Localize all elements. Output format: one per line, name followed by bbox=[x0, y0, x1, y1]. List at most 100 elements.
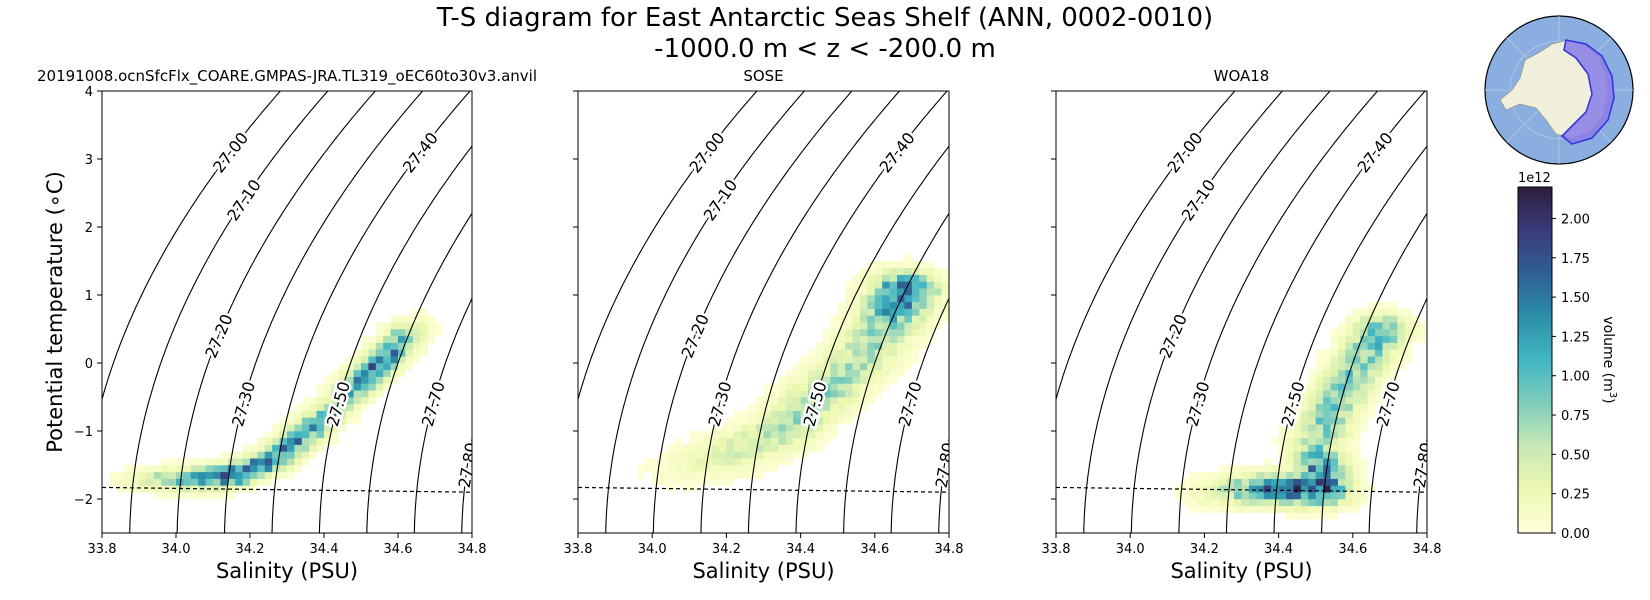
volume-cell bbox=[124, 471, 132, 479]
volume-cell bbox=[250, 444, 258, 452]
volume-cell bbox=[1271, 437, 1279, 445]
volume-cell bbox=[1375, 301, 1383, 309]
volume-cell bbox=[733, 437, 742, 445]
volume-cell bbox=[778, 397, 787, 405]
volume-cell bbox=[242, 458, 251, 466]
contour-label: 27.90 bbox=[1466, 386, 1497, 435]
volume-cell bbox=[756, 410, 764, 418]
volume-cell bbox=[941, 295, 949, 303]
volume-cell bbox=[1389, 315, 1398, 323]
volume-cell bbox=[324, 431, 332, 439]
volume-cell bbox=[911, 342, 920, 350]
volume-cell bbox=[882, 267, 890, 275]
volume-cell bbox=[257, 444, 266, 452]
volume-cell bbox=[904, 288, 913, 296]
volume-cell bbox=[168, 471, 177, 479]
volume-cell bbox=[830, 390, 838, 398]
volume-cell bbox=[1300, 424, 1309, 432]
volume-cell bbox=[785, 376, 794, 384]
volume-cell bbox=[375, 342, 384, 350]
volume-cell bbox=[190, 492, 199, 500]
volume-cell bbox=[718, 444, 727, 452]
volume-cell bbox=[1300, 410, 1309, 418]
volume-cell bbox=[1286, 465, 1294, 473]
volume-cell bbox=[213, 478, 221, 486]
volume-cell bbox=[176, 478, 184, 486]
volume-cell bbox=[1196, 492, 1205, 500]
volume-cell bbox=[785, 431, 794, 439]
volume-cell bbox=[904, 329, 913, 337]
volume-cell bbox=[1300, 390, 1309, 398]
volume-cell bbox=[800, 410, 809, 418]
volume-cell bbox=[1189, 505, 1198, 513]
contour-label: 27.90 bbox=[511, 386, 541, 435]
contour-label: 27.40 bbox=[876, 129, 919, 177]
volume-cell bbox=[1337, 492, 1346, 500]
volume-cell bbox=[176, 492, 184, 500]
volume-cell bbox=[652, 471, 660, 479]
volume-cell bbox=[793, 376, 801, 384]
volume-cell bbox=[131, 471, 140, 479]
volume-cell bbox=[124, 485, 132, 493]
colorbar-tick-label: 1.75 bbox=[1561, 252, 1590, 267]
volume-cell bbox=[213, 465, 221, 473]
region-inset-map bbox=[1484, 15, 1634, 165]
volume-cell bbox=[213, 471, 221, 479]
volume-cell bbox=[1337, 485, 1346, 493]
volume-cell bbox=[412, 308, 421, 316]
volume-cell bbox=[368, 363, 377, 371]
volume-cell bbox=[139, 471, 147, 479]
volume-cell bbox=[1315, 437, 1324, 445]
volume-cell bbox=[1300, 478, 1309, 486]
volume-cell bbox=[897, 301, 905, 309]
volume-cell bbox=[1271, 465, 1279, 473]
contour-label: 27.70 bbox=[895, 379, 926, 428]
volume-cell bbox=[1315, 397, 1324, 405]
volume-cell bbox=[427, 335, 436, 343]
volume-cell bbox=[904, 308, 913, 316]
volume-cell bbox=[1300, 403, 1309, 411]
volume-cell bbox=[1367, 369, 1376, 377]
volume-cell bbox=[405, 342, 414, 350]
x-tick-label: 33.8 bbox=[88, 542, 117, 557]
volume-cell bbox=[859, 363, 868, 371]
volume-cell bbox=[1286, 499, 1294, 507]
volume-cell bbox=[845, 308, 853, 316]
volume-cell bbox=[279, 437, 288, 445]
volume-cell bbox=[1293, 424, 1302, 432]
volume-cell bbox=[763, 444, 772, 452]
volume-cell bbox=[1286, 437, 1294, 445]
volume-cell bbox=[934, 295, 942, 303]
volume-cell bbox=[1382, 308, 1391, 316]
volume-cell bbox=[264, 444, 273, 452]
volume-cell bbox=[1300, 397, 1309, 405]
volume-cell bbox=[704, 478, 712, 486]
volume-cell bbox=[1234, 505, 1242, 513]
ts-panel-1: 27.0027.1027.2027.3027.4027.5027.6027.70… bbox=[37, 67, 541, 583]
volume-cell bbox=[830, 403, 838, 411]
volume-cell bbox=[793, 437, 801, 445]
volume-cell bbox=[837, 356, 846, 364]
volume-cell bbox=[1345, 478, 1354, 486]
volume-cell bbox=[852, 308, 861, 316]
volume-cell bbox=[250, 485, 258, 493]
volume-cell bbox=[1248, 465, 1257, 473]
volume-cell bbox=[1360, 424, 1368, 432]
volume-cell bbox=[830, 369, 838, 377]
volume-cell bbox=[711, 458, 720, 466]
volume-cell bbox=[161, 471, 169, 479]
volume-cell bbox=[874, 322, 883, 330]
volume-cell bbox=[346, 369, 354, 377]
volume-cell bbox=[1360, 349, 1368, 357]
volume-cell bbox=[316, 410, 325, 418]
volume-cell bbox=[911, 322, 920, 330]
volume-cell bbox=[852, 335, 861, 343]
volume-cell bbox=[852, 369, 861, 377]
volume-cell bbox=[1382, 301, 1391, 309]
volume-cell bbox=[674, 478, 683, 486]
volume-cell bbox=[1367, 390, 1376, 398]
volume-cell bbox=[867, 308, 876, 316]
volume-cell bbox=[859, 369, 868, 377]
volume-cell bbox=[1345, 329, 1354, 337]
freezing-line bbox=[578, 486, 949, 493]
